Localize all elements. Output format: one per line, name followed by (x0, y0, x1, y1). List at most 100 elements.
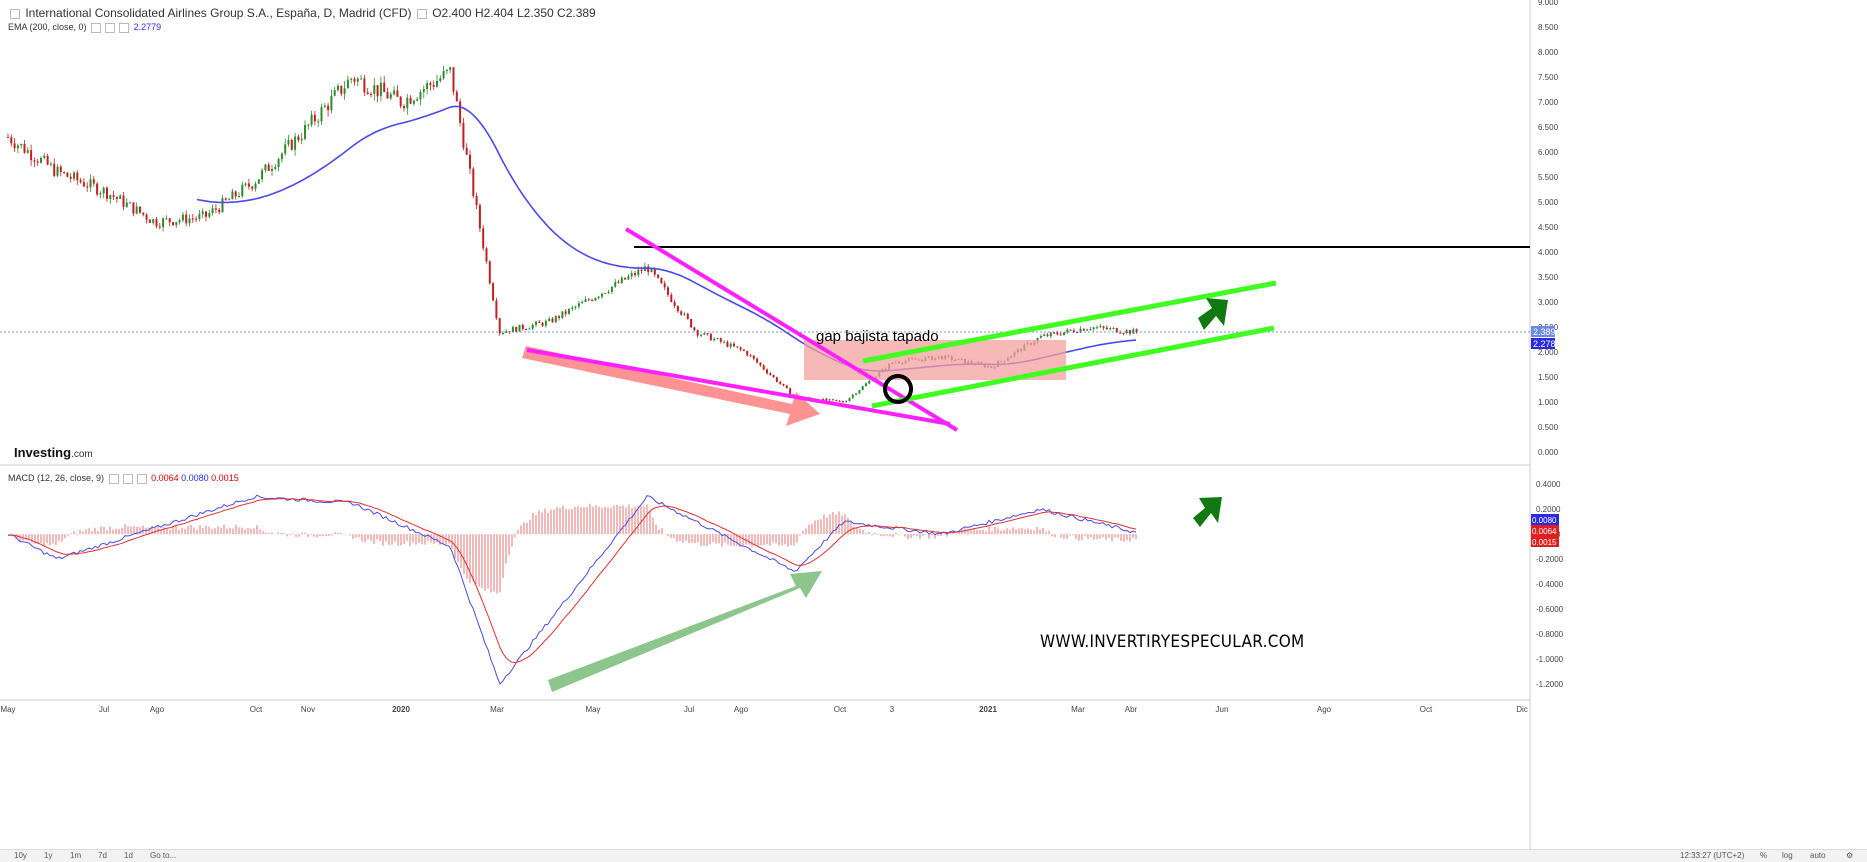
candle-body (749, 355, 752, 357)
candle-body (26, 150, 29, 153)
candle-body (627, 276, 630, 280)
candle-body (568, 308, 570, 314)
candle-body (587, 299, 590, 301)
candle-body (313, 114, 316, 122)
collapse-icon[interactable] (10, 8, 20, 19)
range-1d[interactable]: 1d (124, 851, 133, 860)
candle-body (706, 333, 709, 335)
candle-body (241, 184, 244, 197)
ema-value: 2.2779 (133, 22, 162, 32)
candle-body (162, 218, 165, 228)
candle-body (858, 390, 861, 394)
candle-body (459, 101, 462, 123)
candle-body (261, 170, 264, 180)
candle-body (317, 121, 320, 123)
log-toggle[interactable]: log (1782, 851, 1793, 860)
candle-body (53, 163, 56, 176)
time-tick-label: Mar (490, 705, 504, 714)
range-1y[interactable]: 1y (44, 851, 53, 860)
candle-body (86, 186, 89, 188)
candle-body (294, 136, 297, 150)
candle-body (346, 79, 349, 89)
candle-body (7, 137, 9, 138)
macd-close-icon[interactable] (136, 473, 147, 484)
candle-body (214, 208, 217, 210)
macd-legend: MACD (12, 26, close, 9) 0.0064 0.0080 0.… (8, 473, 239, 484)
candle-body (426, 83, 429, 90)
candle-body (1076, 332, 1079, 334)
candle-body (125, 202, 128, 207)
candle-body (330, 95, 333, 111)
candle-body (340, 85, 343, 94)
candle-body (1096, 327, 1098, 329)
macd-tick-label: -1.2000 (1536, 680, 1564, 689)
clock: 12:33:27 (UTC+2) (1680, 851, 1745, 860)
ema-hide-icon[interactable] (105, 22, 116, 33)
macd-tick-label: -0.6000 (1536, 605, 1564, 614)
candle-body (142, 212, 145, 215)
range-7d[interactable]: 7d (98, 851, 107, 860)
candle-body (13, 143, 16, 149)
candle-body (280, 153, 283, 160)
ema-settings-icon[interactable] (91, 22, 102, 33)
candle-body (713, 338, 716, 341)
candle-body (851, 394, 854, 398)
goto-button[interactable]: Go to... (150, 851, 177, 860)
percent-toggle[interactable]: % (1760, 851, 1768, 860)
candle-body (1112, 328, 1115, 330)
macd-value-1: 0.0064 (151, 473, 179, 483)
candle-body (478, 205, 481, 229)
candle-body (1072, 330, 1075, 333)
candle-body (366, 92, 369, 95)
candle-body (620, 277, 623, 284)
candle-body (76, 172, 79, 181)
candle-body (544, 320, 547, 326)
candle-body (82, 182, 85, 187)
candle-body (442, 70, 445, 79)
macd-settings-icon[interactable] (108, 473, 119, 484)
candle-body (716, 338, 719, 340)
candle-body (601, 293, 603, 297)
candle-body (709, 333, 712, 341)
macd-hide-icon[interactable] (122, 473, 133, 484)
candle-body (333, 90, 336, 96)
time-tick-label: 3 (890, 705, 895, 714)
candle-body (307, 124, 310, 126)
ema-close-icon[interactable] (119, 22, 130, 33)
candle-body (739, 347, 742, 350)
candle-body (521, 324, 524, 329)
price-tick-label: 5.000 (1538, 198, 1559, 207)
candle-body (1079, 328, 1082, 333)
last-price-badge: 2.389 (1533, 327, 1556, 337)
candle-body (762, 365, 765, 370)
time-tick-label: Oct (1420, 705, 1433, 714)
range-1m[interactable]: 1m (70, 851, 82, 860)
candle-body (168, 218, 171, 223)
candle-body (571, 307, 574, 309)
candle-body (558, 316, 561, 318)
candle-body (822, 398, 825, 401)
candle-body (379, 82, 382, 96)
candle-body (577, 303, 580, 307)
candle-body (597, 296, 600, 298)
wedge-upper-line (624, 227, 959, 432)
gear-icon[interactable]: ⚙ (1846, 851, 1854, 860)
settings-icon[interactable] (416, 8, 427, 19)
auto-toggle[interactable]: auto (1810, 851, 1826, 860)
candle-body (574, 306, 577, 308)
time-tick-label: Ago (150, 705, 165, 714)
candle-body (1089, 329, 1092, 331)
candle-body (855, 393, 858, 395)
candle-body (733, 343, 735, 347)
range-10y[interactable]: 10y (14, 851, 27, 860)
time-tick-label: Oct (250, 705, 263, 714)
macd-tick-label: -0.2000 (1536, 555, 1564, 564)
candle-body (657, 274, 660, 278)
candle-body (782, 383, 785, 386)
price-tick-label: 4.500 (1538, 223, 1559, 232)
candle-body (439, 78, 442, 81)
price-tick-label: 5.500 (1538, 173, 1559, 182)
candle-body (73, 172, 75, 179)
candle-body (244, 183, 247, 185)
candle-body (719, 338, 722, 342)
